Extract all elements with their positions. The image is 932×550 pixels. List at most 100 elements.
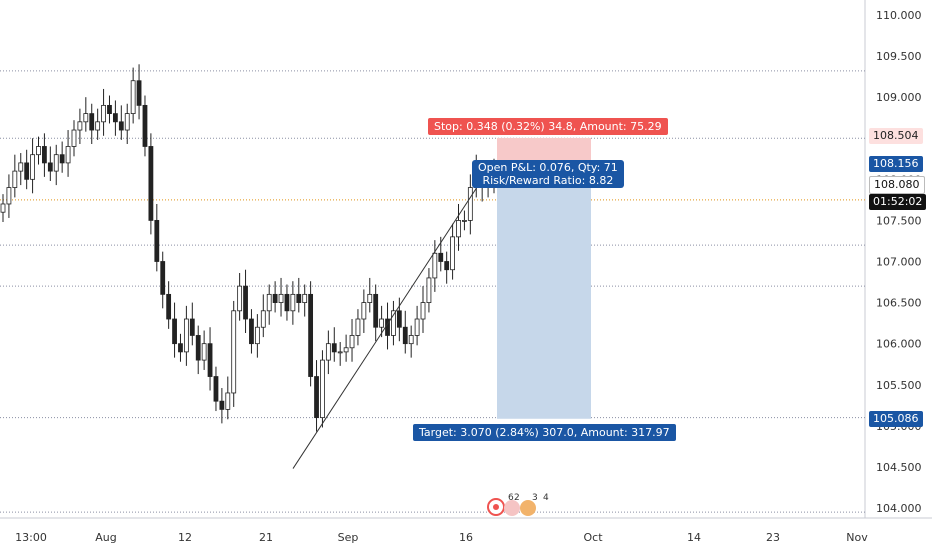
candle-body — [77, 121, 83, 131]
price-axis-tick-label: 110.000 — [876, 9, 922, 22]
candle-body — [337, 351, 343, 354]
candle-body — [414, 318, 420, 336]
candle-body — [391, 310, 396, 336]
stop-loss-label[interactable]: Stop: 0.348 (0.32%) 34.8, Amount: 75.29 — [428, 118, 668, 135]
time-axis-tick-label: Sep — [338, 531, 359, 544]
candle-body — [130, 80, 136, 114]
candle-body — [47, 162, 53, 172]
position-pnl-label[interactable]: Open P&L: 0.076, Qty: 71 Risk/Reward Rat… — [472, 160, 624, 188]
candle-body — [249, 318, 254, 345]
candle-body — [12, 170, 18, 188]
candle-body — [266, 293, 272, 312]
target-price-tag: 105.086 — [869, 411, 923, 427]
economic-events-markers[interactable]: 6 2 3 4 — [484, 493, 554, 517]
candle-body — [438, 252, 444, 262]
candle-body — [302, 293, 308, 303]
trendline[interactable] — [292, 160, 495, 469]
candle-body — [462, 220, 467, 222]
time-axis-tick-label: 13:00 — [15, 531, 47, 544]
candle-body — [355, 318, 361, 336]
bar-countdown: 01:52:02 — [869, 194, 927, 210]
time-axis-tick-label: Oct — [583, 531, 603, 544]
price-axis-tick-label: 106.000 — [876, 338, 922, 351]
candle-body — [367, 293, 373, 303]
candle-body — [373, 293, 379, 328]
candle-body — [118, 121, 124, 131]
candle-body — [343, 347, 349, 353]
candle-body — [195, 335, 201, 361]
candle-body — [396, 310, 402, 328]
price-axis-tick-label: 106.500 — [876, 297, 922, 310]
candle-body — [408, 335, 414, 345]
time-axis-tick-label: Nov — [846, 531, 868, 544]
take-profit-label[interactable]: Target: 3.070 (2.84%) 307.0, Amount: 317… — [413, 424, 676, 441]
event-count: 3 — [532, 493, 538, 503]
candle-body — [142, 104, 148, 147]
candle-body — [89, 113, 95, 131]
price-axis-tick-label: 104.500 — [876, 461, 922, 474]
candle-body — [420, 302, 426, 320]
candle-body — [201, 343, 207, 361]
candle-body — [65, 146, 71, 164]
event-count: 2 — [514, 493, 520, 503]
candle-body — [349, 335, 355, 349]
price-axis-tick-label: 105.500 — [876, 379, 922, 392]
price-axis-tick-label: 104.000 — [876, 502, 922, 515]
candle-body — [53, 154, 59, 172]
candle-body — [456, 220, 461, 238]
candle-body — [42, 146, 47, 164]
candle-body — [154, 220, 160, 262]
candle-body — [278, 293, 284, 303]
candle-body — [260, 310, 266, 328]
time-axis-tick-label: 14 — [687, 531, 701, 544]
candle-body — [219, 400, 225, 410]
candle-body — [95, 121, 101, 131]
candle-body — [71, 129, 77, 147]
candle-body — [243, 285, 248, 320]
candle-body — [225, 392, 231, 410]
candle-body — [160, 261, 166, 295]
event-flag-icon[interactable] — [504, 500, 520, 516]
candle-body — [432, 252, 438, 279]
candle-body — [254, 326, 260, 345]
candle-body — [361, 302, 367, 320]
candle-body — [284, 293, 290, 312]
candle-body — [325, 343, 331, 361]
candle-body — [426, 277, 432, 303]
event-flag-icon[interactable] — [520, 500, 536, 516]
candle-body — [107, 104, 112, 114]
candle-body — [30, 154, 35, 180]
candle-body — [467, 187, 473, 221]
time-axis-tick-label: 23 — [766, 531, 780, 544]
candle-body — [112, 113, 118, 123]
last-price-tag: 108.080 — [869, 176, 925, 194]
candle-body — [59, 154, 65, 164]
price-axis-tick-label: 107.000 — [876, 256, 922, 269]
event-dot-icon — [493, 504, 499, 510]
entry-price-tag: 108.156 — [869, 156, 923, 172]
candle-body — [231, 310, 237, 394]
candle-body — [213, 376, 219, 402]
candle-body — [24, 162, 30, 180]
candle-body — [183, 318, 189, 353]
candle-body — [172, 318, 177, 345]
price-axis-tick-label: 107.500 — [876, 214, 922, 227]
candle-body — [402, 326, 408, 345]
candle-body — [6, 187, 12, 205]
risk-reward-text: Risk/Reward Ratio: 8.82 — [482, 174, 614, 187]
candle-body — [331, 343, 337, 353]
time-axis-tick-label: 12 — [178, 531, 192, 544]
price-axis-tick-label: 109.000 — [876, 91, 922, 104]
candle-body — [189, 318, 195, 336]
candle-body — [314, 376, 319, 419]
candle-body — [136, 80, 142, 106]
take-profit-zone[interactable] — [497, 166, 591, 419]
time-axis-tick-label: 16 — [459, 531, 473, 544]
candle-body — [272, 293, 278, 303]
price-axis-tick-label: 109.500 — [876, 50, 922, 63]
candle-body — [450, 236, 455, 271]
time-axis-tick-label: Aug — [95, 531, 116, 544]
open-pnl-text: Open P&L: 0.076, Qty: 71 — [478, 161, 618, 174]
